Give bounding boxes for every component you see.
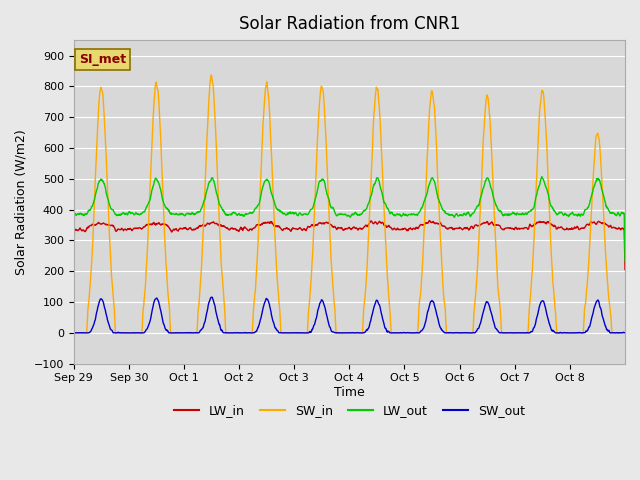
SW_in (207, 72, 215, 78)
SW_out (70, 330, 77, 336)
Text: SI_met: SI_met (79, 53, 126, 66)
Y-axis label: Solar Radiation (W/m2): Solar Radiation (W/m2) (15, 129, 28, 275)
Legend: LW_in, SW_in, LW_out, SW_out: LW_in, SW_in, LW_out, SW_out (169, 399, 530, 422)
LW_out (538, 174, 546, 180)
SW_in (435, 212, 443, 217)
LW_in (254, 222, 262, 228)
LW_out (556, 209, 564, 215)
Line: LW_in: LW_in (74, 221, 625, 272)
SW_out (556, 330, 564, 336)
SW_in (556, 330, 564, 336)
LW_in (556, 225, 564, 230)
Title: Solar Radiation from CNR1: Solar Radiation from CNR1 (239, 15, 460, 33)
X-axis label: Time: Time (334, 386, 365, 399)
SW_in (179, 330, 187, 336)
SW_out (193, 330, 200, 336)
LW_in (621, 267, 629, 273)
LW_out (179, 211, 187, 217)
LW_in (508, 225, 515, 231)
SW_out (208, 294, 216, 300)
SW_in (70, 330, 77, 336)
SW_out (621, 330, 629, 336)
LW_in (193, 225, 200, 231)
LW_in (435, 221, 443, 227)
LW_in (179, 226, 187, 232)
LW_out (70, 259, 77, 265)
SW_out (255, 324, 262, 330)
LW_out (193, 210, 200, 216)
SW_out (435, 322, 443, 327)
SW_in (255, 232, 262, 238)
Line: LW_out: LW_out (74, 177, 625, 262)
LW_in (70, 269, 77, 275)
LW_out (621, 258, 629, 264)
LW_out (254, 202, 262, 208)
LW_in (426, 218, 433, 224)
LW_out (435, 197, 443, 203)
SW_out (508, 330, 515, 336)
SW_out (179, 330, 187, 336)
Line: SW_in: SW_in (74, 75, 625, 333)
SW_in (193, 330, 200, 336)
Line: SW_out: SW_out (74, 297, 625, 333)
SW_in (508, 330, 515, 336)
LW_out (507, 212, 515, 217)
SW_in (621, 330, 629, 336)
